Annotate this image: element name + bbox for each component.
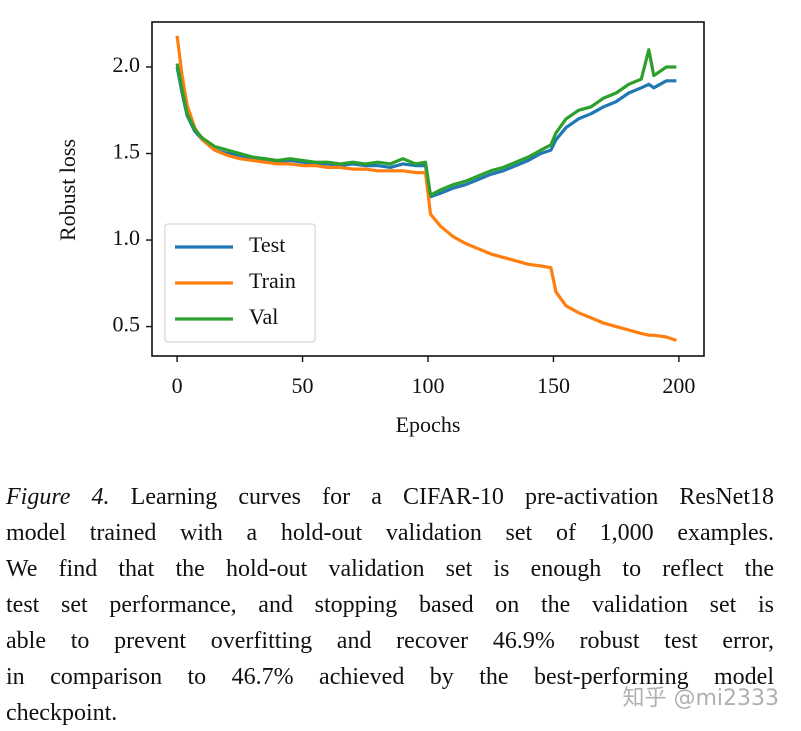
- x-tick-label: 200: [662, 373, 695, 398]
- x-tick-label: 100: [412, 373, 445, 398]
- chart: Epochs Robust loss 0 50 100 150 200 0.5 1.0 1.5…: [55, 21, 705, 437]
- legend-label: Train: [249, 268, 296, 293]
- caption-text: able to prevent overfitting and recover …: [6, 628, 774, 654]
- legend-box: [164, 223, 316, 343]
- caption-text: checkpoint.: [6, 700, 118, 726]
- x-tick-label: 150: [537, 373, 570, 398]
- y-axis-label: Robust loss: [55, 139, 80, 241]
- caption: Figure 4. Learning curves for a CIFAR-10…: [6, 479, 774, 731]
- legend: Test Train Val: [164, 223, 316, 343]
- caption-text: model trained with a hold-out validation…: [6, 520, 774, 546]
- caption-label: Figure 4.: [6, 484, 110, 510]
- caption-line: test set performance, and stopping based…: [6, 587, 774, 623]
- y-tick-label: 0.5: [113, 312, 141, 337]
- y-tick-label: 2.0: [113, 52, 141, 77]
- legend-label: Val: [249, 304, 278, 329]
- caption-line: in comparison to 46.7% achieved by the b…: [6, 659, 774, 695]
- x-tick-label: 50: [292, 373, 314, 398]
- caption-line: able to prevent overfitting and recover …: [6, 623, 774, 659]
- caption-text: Learning curves for a CIFAR-10 pre-activ…: [130, 484, 775, 510]
- series-line: [175, 48, 677, 197]
- caption-line: Figure 4. Learning curves for a CIFAR-10…: [6, 479, 774, 515]
- y-tick-label: 1.0: [113, 225, 141, 250]
- x-axis-label: Epochs: [396, 412, 461, 437]
- x-tick-label: 0: [172, 373, 183, 398]
- legend-label: Test: [249, 232, 285, 257]
- watermark: 知乎 @mi2333: [622, 686, 779, 711]
- caption-line: checkpoint.: [6, 695, 774, 731]
- caption-text: We find that the hold-out validation set…: [6, 556, 774, 582]
- caption-line: model trained with a hold-out validation…: [6, 515, 774, 551]
- series-line: [175, 35, 677, 342]
- y-tick-label: 1.5: [113, 139, 141, 164]
- caption-text: test set performance, and stopping based…: [6, 592, 774, 618]
- caption-text: in comparison to 46.7% achieved by the b…: [6, 664, 774, 690]
- caption-line: We find that the hold-out validation set…: [6, 551, 774, 587]
